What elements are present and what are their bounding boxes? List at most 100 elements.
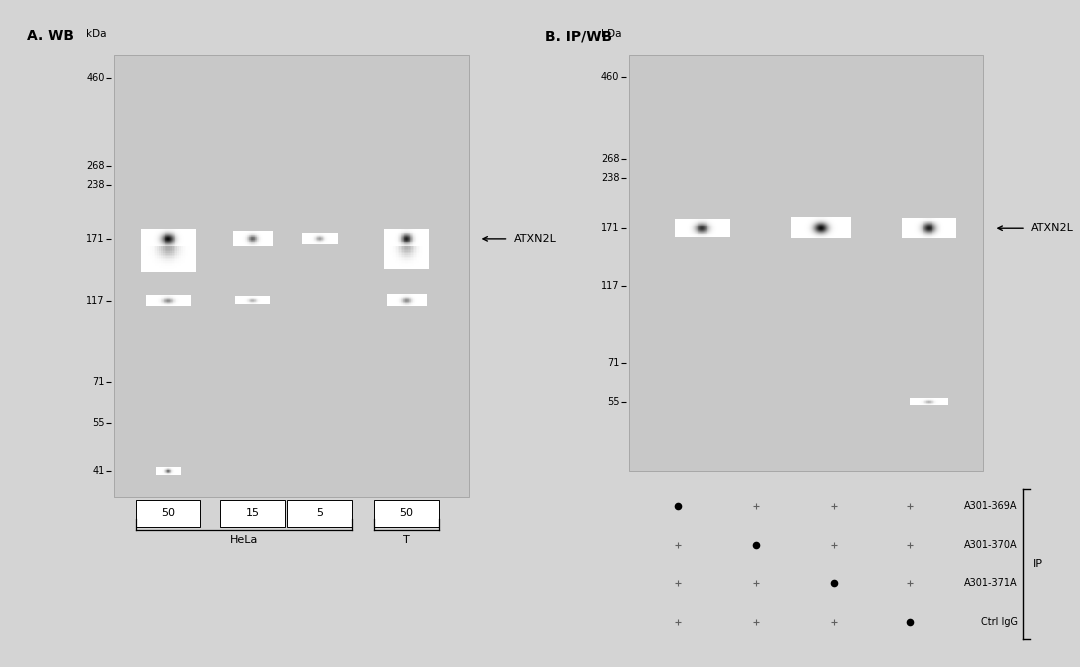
Bar	[714, 221, 715, 223]
Bar	[805, 235, 807, 237]
Bar	[404, 245, 406, 246]
Bar	[159, 297, 160, 298]
Bar	[160, 241, 161, 243]
Bar	[399, 302, 400, 303]
Bar	[942, 400, 943, 402]
Bar	[954, 227, 956, 229]
Bar	[918, 402, 919, 403]
Bar	[416, 250, 418, 252]
Bar	[808, 233, 810, 234]
Bar	[258, 241, 259, 242]
Bar	[252, 243, 253, 244]
Bar	[151, 298, 152, 299]
Bar	[726, 226, 727, 227]
Bar	[422, 299, 423, 300]
Bar	[409, 236, 410, 238]
Bar	[933, 218, 935, 219]
Bar	[816, 233, 819, 234]
Bar	[166, 251, 168, 253]
Bar	[240, 245, 241, 246]
Bar	[181, 242, 184, 243]
Bar	[420, 299, 421, 301]
Bar	[154, 237, 156, 239]
Bar	[418, 243, 419, 244]
Bar	[402, 305, 403, 306]
Bar	[811, 235, 812, 237]
Bar	[725, 229, 726, 231]
Bar	[403, 295, 404, 296]
Bar	[936, 232, 937, 234]
Bar	[162, 300, 163, 301]
Bar	[701, 227, 702, 228]
Bar	[420, 250, 422, 252]
Bar	[914, 231, 915, 232]
Bar	[178, 301, 180, 302]
Bar	[948, 234, 950, 236]
Bar	[935, 219, 936, 221]
Text: kDa: kDa	[600, 29, 621, 39]
Bar	[395, 233, 396, 234]
Bar	[947, 219, 948, 221]
Bar	[245, 245, 246, 246]
Bar	[935, 400, 936, 402]
Bar	[913, 404, 914, 405]
Bar	[408, 297, 409, 298]
Bar	[157, 247, 158, 249]
Bar	[815, 223, 818, 224]
Bar	[175, 296, 176, 297]
Bar	[907, 227, 908, 229]
Bar	[426, 297, 427, 298]
Bar	[187, 301, 188, 302]
Bar	[257, 235, 258, 237]
Bar	[192, 249, 194, 251]
Bar	[239, 243, 240, 245]
Bar	[184, 302, 185, 303]
Bar	[416, 238, 418, 239]
Bar	[239, 243, 240, 244]
Bar	[188, 299, 189, 300]
Bar	[424, 303, 426, 304]
Bar	[424, 246, 426, 248]
Bar	[180, 297, 181, 298]
Bar	[386, 241, 387, 243]
Bar	[426, 230, 427, 231]
Bar	[419, 300, 420, 301]
Bar	[842, 227, 845, 228]
Bar	[405, 229, 406, 231]
Bar	[418, 304, 419, 305]
Bar	[420, 298, 421, 299]
Bar	[798, 229, 799, 231]
Bar	[157, 299, 158, 301]
Bar	[824, 225, 825, 227]
Bar	[726, 224, 728, 225]
Bar	[256, 244, 257, 245]
Bar	[929, 403, 930, 404]
Bar	[260, 233, 261, 234]
Bar	[144, 233, 145, 234]
Bar	[936, 403, 937, 404]
Bar	[184, 299, 185, 300]
Bar	[265, 241, 266, 243]
Bar	[936, 231, 937, 232]
Bar	[678, 235, 680, 236]
Bar	[942, 218, 944, 219]
Bar	[942, 400, 943, 402]
Bar	[837, 225, 838, 227]
Bar	[428, 235, 429, 236]
Bar	[413, 241, 414, 243]
Bar	[705, 235, 706, 236]
Bar	[220, 500, 285, 527]
Bar	[409, 297, 410, 299]
Bar	[249, 240, 252, 241]
Bar	[147, 298, 148, 299]
Bar	[427, 246, 428, 248]
Bar	[148, 298, 149, 299]
Bar	[402, 235, 404, 236]
Bar	[239, 231, 240, 233]
Bar	[411, 245, 413, 246]
Bar	[389, 240, 390, 241]
Bar	[146, 301, 147, 303]
Bar	[945, 234, 946, 236]
Bar	[410, 237, 411, 239]
Bar	[723, 232, 724, 233]
